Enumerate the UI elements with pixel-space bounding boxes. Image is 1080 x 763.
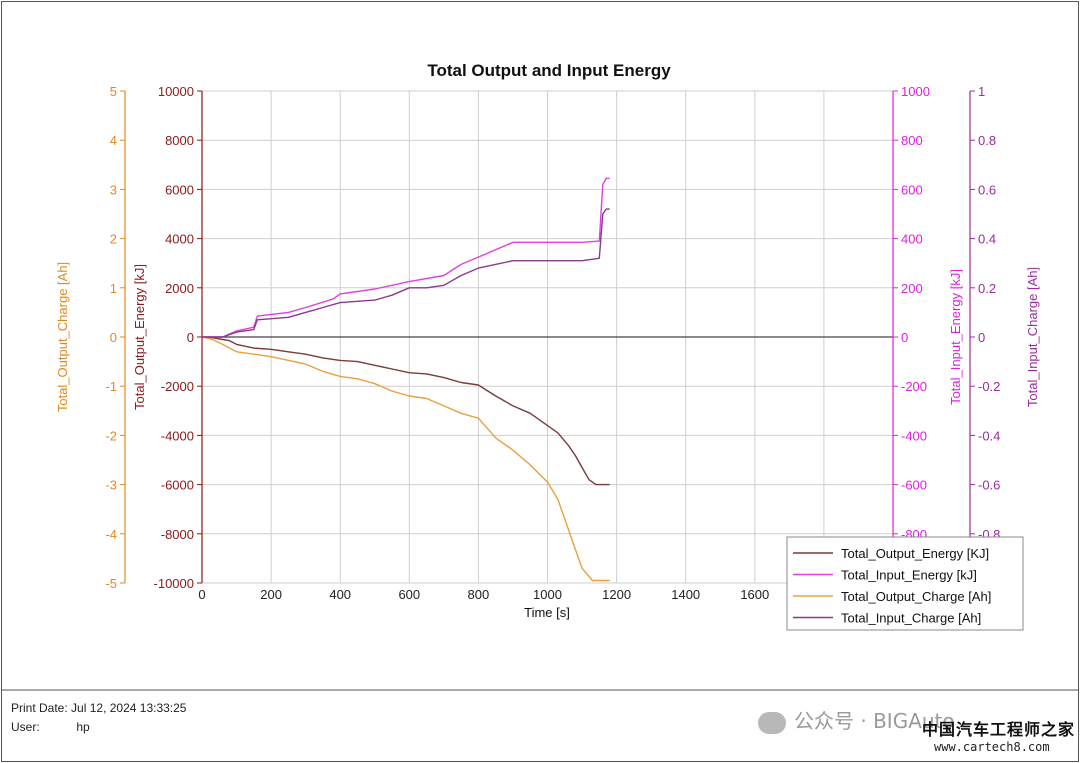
y-tick-label-output_charge: 0 bbox=[110, 330, 117, 345]
y-tick-label-input_charge: 0 bbox=[978, 330, 985, 345]
y-tick-label-output_energy: -10000 bbox=[154, 576, 194, 591]
y-axis-label-input-energy: Total_Input_Energy [kJ] bbox=[948, 269, 963, 405]
y-tick-label-output_charge: -4 bbox=[105, 527, 117, 542]
watermark-account: 公众号 · BIGAuto bbox=[758, 705, 955, 734]
y-tick-label-output_energy: -2000 bbox=[161, 379, 194, 394]
y-tick-label-input_charge: 0.6 bbox=[978, 182, 996, 197]
y-tick-label-input_charge: 0.4 bbox=[978, 232, 996, 247]
legend-items: Total_Output_Energy [KJ] Total_Input_Ener… bbox=[793, 546, 991, 626]
y-tick-label-output_energy: 0 bbox=[187, 330, 194, 345]
y-tick-label-output_energy: 4000 bbox=[165, 232, 194, 247]
y-tick-label-input_energy: 0 bbox=[901, 330, 908, 345]
y-tick-label-input_energy: 400 bbox=[901, 232, 923, 247]
y-tick-label-output_charge: -1 bbox=[105, 379, 117, 394]
series-line-output-energy bbox=[201, 336, 610, 486]
legend-label: Total_Output_Charge [Ah] bbox=[841, 589, 991, 604]
grid-lines bbox=[201, 90, 894, 584]
y-tick-label-output_charge: 1 bbox=[110, 281, 117, 296]
x-tick-label: 200 bbox=[260, 587, 282, 602]
print-date-label: Print Date: bbox=[11, 701, 68, 715]
y-tick-label-output_charge: 4 bbox=[110, 133, 117, 148]
y-tick-label-output_energy: -8000 bbox=[161, 527, 194, 542]
x-axis-label: Time [s] bbox=[524, 605, 570, 620]
series-lines bbox=[201, 177, 610, 582]
legend: Total_Output_Energy [KJ] Total_Input_Ener… bbox=[786, 536, 1024, 631]
y-tick-label-output_energy: 2000 bbox=[165, 281, 194, 296]
series-line-input-charge bbox=[202, 208, 610, 338]
y-tick-label-output_energy: 8000 bbox=[165, 133, 194, 148]
y-tick-label-input_charge: -0.2 bbox=[978, 379, 1000, 394]
print-date-value: Jul 12, 2024 13:33:25 bbox=[71, 701, 187, 715]
y-tick-label-input_energy: 200 bbox=[901, 281, 923, 296]
y-tick-label-output_energy: 6000 bbox=[165, 182, 194, 197]
series-line-input-energy bbox=[202, 177, 610, 338]
y-tick-label-input_energy: -400 bbox=[901, 428, 927, 443]
y-tick-label-output_energy: -4000 bbox=[161, 428, 194, 443]
y-tick-label-output_energy: 10000 bbox=[158, 84, 194, 99]
y-tick-label-output_charge: 3 bbox=[110, 182, 117, 197]
legend-label: Total_Input_Energy [kJ] bbox=[841, 568, 977, 583]
x-tick-label: 0 bbox=[198, 587, 205, 602]
user-label: User: bbox=[11, 720, 40, 734]
y-tick-label-input_charge: -0.6 bbox=[978, 478, 1000, 493]
y-tick-label-input_charge: 0.8 bbox=[978, 133, 996, 148]
x-tick-label: 1000 bbox=[533, 587, 562, 602]
x-tick-label: 1200 bbox=[602, 587, 631, 602]
y-axis-label-output-energy: Total_Output_Energy [kJ] bbox=[132, 264, 147, 410]
y-tick-label-input_energy: 800 bbox=[901, 133, 923, 148]
x-tick-label: 1400 bbox=[671, 587, 700, 602]
y-tick-label-output_charge: 5 bbox=[110, 84, 117, 99]
legend-label: Total_Output_Energy [KJ] bbox=[841, 546, 989, 561]
y-tick-label-input_energy: 1000 bbox=[901, 84, 930, 99]
legend-label: Total_Input_Charge [Ah] bbox=[841, 611, 981, 626]
series-line-output-charge bbox=[201, 336, 610, 582]
y-tick-label-output_energy: -6000 bbox=[161, 478, 194, 493]
y-axis-label-output-charge: Total_Output_Charge [Ah] bbox=[55, 262, 70, 412]
chart-title: Total Output and Input Energy bbox=[427, 61, 671, 80]
watermark-account-text: 公众号 · BIGAuto bbox=[794, 709, 955, 733]
print-date-row: Print Date: Jul 12, 2024 13:33:25 bbox=[11, 701, 186, 715]
y-tick-label-input_energy: -200 bbox=[901, 379, 927, 394]
y-axis-label-input-charge: Total_Input_Charge [Ah] bbox=[1025, 267, 1040, 407]
y-tick-label-output_charge: 2 bbox=[110, 232, 117, 247]
watermark-site-name: 中国汽车工程师之家 bbox=[922, 720, 1076, 739]
x-tick-label: 1600 bbox=[740, 587, 769, 602]
y-tick-label-output_charge: -5 bbox=[105, 576, 117, 591]
y-tick-label-output_charge: -2 bbox=[105, 428, 117, 443]
x-tick-label: 400 bbox=[329, 587, 351, 602]
x-tick-label: 600 bbox=[398, 587, 420, 602]
y-tick-label-input_charge: -0.4 bbox=[978, 428, 1000, 443]
user-value: hp bbox=[76, 720, 90, 734]
y-tick-label-input_charge: 0.2 bbox=[978, 281, 996, 296]
user-row: User: hp bbox=[11, 720, 90, 734]
y-tick-label-input_energy: 600 bbox=[901, 182, 923, 197]
wechat-icon bbox=[758, 711, 786, 734]
y-tick-label-input_charge: 1 bbox=[978, 84, 985, 99]
y-tick-label-input_energy: -600 bbox=[901, 478, 927, 493]
watermark-site-url: www.cartech8.com bbox=[934, 740, 1050, 754]
y-tick-label-output_charge: -3 bbox=[105, 478, 117, 493]
x-tick-label: 800 bbox=[468, 587, 490, 602]
